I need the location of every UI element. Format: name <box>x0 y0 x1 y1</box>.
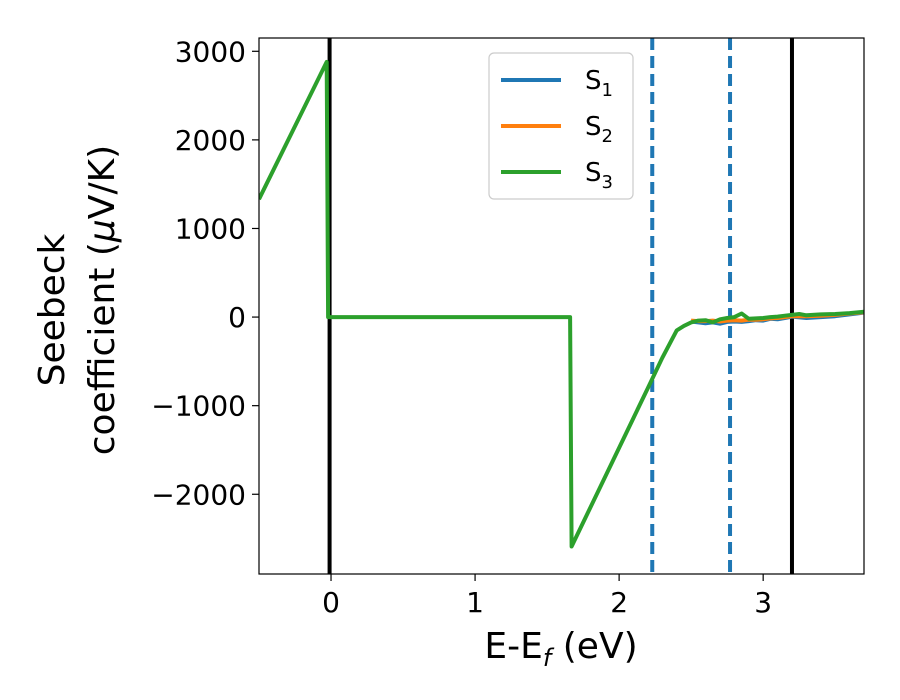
y-axis-label-line2-pre: coefficient ( <box>82 242 123 455</box>
y-axis-label-line2: coefficient (μV/K) <box>82 145 123 455</box>
legend-label-1: S1 <box>585 66 613 101</box>
x-axis-label-unit: (eV) <box>551 626 637 667</box>
legend-label-3: S3 <box>585 158 613 193</box>
y-tick-label: 1000 <box>175 212 246 245</box>
legend-label-main: S <box>585 158 602 188</box>
ticks-layer: 0 1 2 3 −2000 −1000 0 1000 2000 3000 <box>151 35 772 619</box>
plot-frame <box>258 37 865 575</box>
x-axis-label-main: E-E <box>484 626 542 667</box>
legend-label-2: S2 <box>585 112 613 147</box>
legend-label-subscript: 2 <box>602 126 613 147</box>
y-tick-label: −1000 <box>151 390 246 423</box>
series-line-3 <box>259 59 864 549</box>
plot-area <box>259 38 864 574</box>
legend-label-main: S <box>585 112 602 142</box>
y-tick-label: −2000 <box>151 478 246 511</box>
x-tick-label: 1 <box>466 586 484 619</box>
legend-label-subscript: 3 <box>602 172 613 193</box>
x-tick-label: 2 <box>610 586 628 619</box>
y-tick-label: 2000 <box>175 124 246 157</box>
x-tick-label: 3 <box>754 586 772 619</box>
y-axis-label-line1: Seebeck <box>32 233 73 386</box>
y-tick-label: 0 <box>228 301 246 334</box>
legend-label-main: S <box>585 66 602 96</box>
x-tick-label: 0 <box>322 586 340 619</box>
x-axis-label: E-Ef (eV) <box>484 626 637 672</box>
y-axis-label-mu: μ <box>82 219 123 243</box>
y-tick-label: 3000 <box>175 35 246 68</box>
legend-label-subscript: 1 <box>602 80 613 101</box>
y-axis-label-line2-post: V/K) <box>82 145 123 219</box>
